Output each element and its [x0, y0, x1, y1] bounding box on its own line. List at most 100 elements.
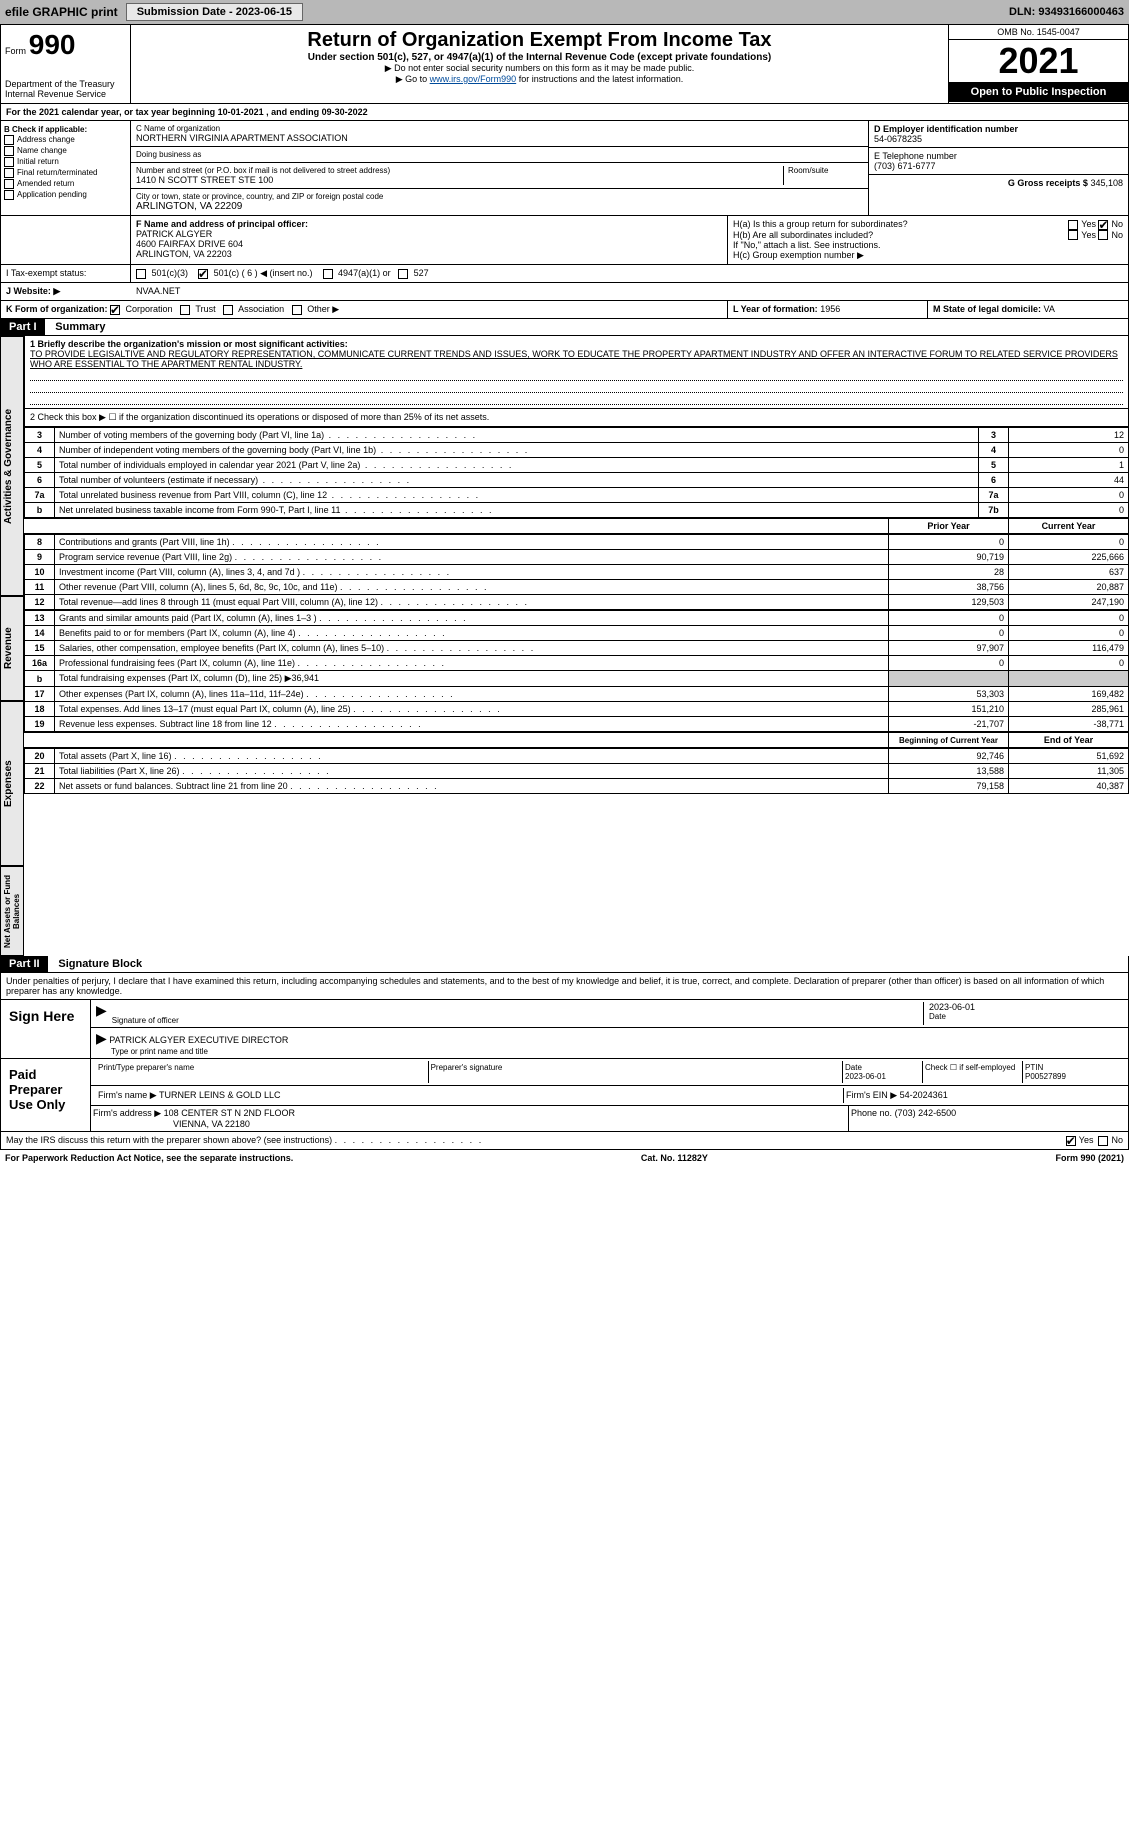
revenue-table: 8Contributions and grants (Part VIII, li… — [24, 534, 1129, 610]
end-year-header: End of Year — [1009, 733, 1129, 748]
check-final-return[interactable]: Final return/terminated — [4, 168, 127, 178]
form-subtitle: Under section 501(c), 527, or 4947(a)(1)… — [141, 52, 938, 63]
block-c: C Name of organization NORTHERN VIRGINIA… — [131, 121, 868, 215]
net-label: Net Assets or Fund Balances — [0, 866, 24, 956]
header-block: B Check if applicable: Address change Na… — [0, 121, 1129, 216]
ssn-note: ▶ Do not enter social security numbers o… — [141, 63, 938, 74]
website-value[interactable]: NVAA.NET — [131, 283, 1128, 300]
street-address: 1410 N SCOTT STREET STE 100 — [136, 175, 783, 185]
summary-row: 15Salaries, other compensation, employee… — [25, 641, 1129, 656]
line-j: J Website: ▶ NVAA.NET — [0, 283, 1129, 301]
summary-row: 8Contributions and grants (Part VIII, li… — [25, 535, 1129, 550]
current-year-header: Current Year — [1009, 519, 1129, 534]
sig-date-value: 2023-06-01 — [929, 1002, 1123, 1012]
summary-row: 16aProfessional fundraising fees (Part I… — [25, 656, 1129, 671]
check-other[interactable]: Other ▶ — [292, 304, 339, 314]
part2-header-row: Part II Signature Block — [0, 956, 1129, 973]
goto-note: ▶ Go to www.irs.gov/Form990 for instruct… — [141, 74, 938, 85]
efile-topbar: efile GRAPHIC print Submission Date - 20… — [0, 0, 1129, 24]
form-header: Form 990 Department of the Treasury Inte… — [0, 24, 1129, 104]
check-501c3[interactable]: 501(c)(3) — [136, 268, 188, 278]
summary-row: 17Other expenses (Part IX, column (A), l… — [25, 687, 1129, 702]
officer-name: PATRICK ALGYER — [136, 229, 722, 239]
line-a-tax-year: For the 2021 calendar year, or tax year … — [0, 104, 1129, 121]
summary-row: 19Revenue less expenses. Subtract line 1… — [25, 717, 1129, 732]
form-footer: Form 990 (2021) — [1055, 1153, 1124, 1163]
exp-label: Expenses — [0, 701, 24, 866]
officer-addr1: 4600 FAIRFAX DRIVE 604 — [136, 239, 722, 249]
check-trust[interactable]: Trust — [180, 304, 216, 314]
form-title: Return of Organization Exempt From Incom… — [141, 29, 938, 52]
declaration-text: Under penalties of perjury, I declare th… — [0, 973, 1129, 1000]
check-name-change[interactable]: Name change — [4, 146, 127, 156]
summary-row: 22Net assets or fund balances. Subtract … — [25, 779, 1129, 794]
part1-header-row: Part I Summary — [0, 319, 1129, 336]
form-prefix: Form — [5, 46, 26, 56]
summary-row: 5Total number of individuals employed in… — [25, 458, 1129, 473]
dln-label: DLN: 93493166000463 — [1009, 6, 1124, 18]
begin-year-header: Beginning of Current Year — [889, 733, 1009, 748]
page-footer: For Paperwork Reduction Act Notice, see … — [0, 1150, 1129, 1166]
summary-row: 10Investment income (Part VIII, column (… — [25, 565, 1129, 580]
rev-label: Revenue — [0, 596, 24, 701]
signature-block: Sign Here ▶ Signature of officer 2023-06… — [0, 1000, 1129, 1132]
k-l-m-block: K Form of organization: Corporation Trus… — [0, 301, 1129, 319]
check-application-pending[interactable]: Application pending — [4, 190, 127, 200]
check-527[interactable]: 527 — [398, 268, 429, 278]
ptin-value: P00527899 — [1025, 1072, 1121, 1081]
block-right: D Employer identification number 54-0678… — [868, 121, 1128, 215]
gov-label: Activities & Governance — [0, 336, 24, 596]
omb-number: OMB No. 1545-0047 — [949, 25, 1128, 40]
summary-row: bTotal fundraising expenses (Part IX, co… — [25, 671, 1129, 687]
part2-title: Signature Block — [50, 956, 150, 972]
summary-row: 14Benefits paid to or for members (Part … — [25, 626, 1129, 641]
check-address-change[interactable]: Address change — [4, 135, 127, 145]
irs-label: Internal Revenue Service — [5, 89, 126, 99]
firm-ein: 54-2024361 — [900, 1090, 948, 1100]
form-number: 990 — [29, 29, 76, 60]
summary-row: bNet unrelated business taxable income f… — [25, 503, 1129, 518]
open-to-public: Open to Public Inspection — [949, 82, 1128, 102]
summary-row: 9Program service revenue (Part VIII, lin… — [25, 550, 1129, 565]
summary-row: 7aTotal unrelated business revenue from … — [25, 488, 1129, 503]
summary-row: 20Total assets (Part X, line 16) 92,7465… — [25, 749, 1129, 764]
cat-number: Cat. No. 11282Y — [641, 1153, 708, 1163]
firm-name: TURNER LEINS & GOLD LLC — [159, 1090, 281, 1100]
dept-treasury: Department of the Treasury — [5, 79, 126, 89]
check-amended[interactable]: Amended return — [4, 179, 127, 189]
expenses-table: 13Grants and similar amounts paid (Part … — [24, 610, 1129, 732]
arrow-icon: ▶ — [96, 1030, 107, 1046]
tax-year: 2021 — [949, 40, 1128, 82]
gross-receipts: 345,108 — [1090, 178, 1123, 188]
summary-row: 3Number of voting members of the governi… — [25, 428, 1129, 443]
efile-label: efile GRAPHIC print — [5, 5, 118, 19]
part2-label: Part II — [1, 956, 48, 972]
hb-yes-no[interactable]: Yes No — [1068, 230, 1123, 241]
officer-typed-name: PATRICK ALGYER EXECUTIVE DIRECTOR — [109, 1035, 288, 1045]
ein-value: 54-0678235 — [874, 134, 1123, 144]
check-initial-return[interactable]: Initial return — [4, 157, 127, 167]
prep-date: 2023-06-01 — [845, 1072, 920, 1081]
discuss-row: May the IRS discuss this return with the… — [0, 1132, 1129, 1150]
paperwork-notice: For Paperwork Reduction Act Notice, see … — [5, 1153, 293, 1163]
summary-row: 11Other revenue (Part VIII, column (A), … — [25, 580, 1129, 595]
i-j-block: I Tax-exempt status: 501(c)(3) 501(c) ( … — [0, 265, 1129, 283]
check-assoc[interactable]: Association — [223, 304, 284, 314]
check-4947[interactable]: 4947(a)(1) or — [323, 268, 391, 278]
summary-row: 13Grants and similar amounts paid (Part … — [25, 611, 1129, 626]
f-h-block: F Name and address of principal officer:… — [0, 216, 1129, 265]
room-suite-label: Room/suite — [783, 166, 863, 185]
discuss-yes-no[interactable]: Yes No — [1066, 1135, 1123, 1146]
part1-label: Part I — [1, 319, 45, 335]
submission-date-button[interactable]: Submission Date - 2023-06-15 — [126, 3, 303, 21]
self-employed-check[interactable]: Check ☐ if self-employed — [923, 1061, 1023, 1083]
check-corp[interactable]: Corporation — [110, 304, 173, 314]
summary-row: 18Total expenses. Add lines 13–17 (must … — [25, 702, 1129, 717]
q2-checkbox-line[interactable]: 2 Check this box ▶ ☐ if the organization… — [24, 409, 1129, 427]
org-name: NORTHERN VIRGINIA APARTMENT ASSOCIATION — [136, 133, 863, 143]
part1-body: Activities & Governance Revenue Expenses… — [0, 336, 1129, 956]
irs-link[interactable]: www.irs.gov/Form990 — [430, 74, 517, 84]
year-formation: 1956 — [820, 304, 840, 314]
check-501c[interactable]: 501(c) ( 6 ) ◀ (insert no.) — [198, 268, 312, 278]
ha-yes-no[interactable]: Yes No — [1068, 219, 1123, 230]
